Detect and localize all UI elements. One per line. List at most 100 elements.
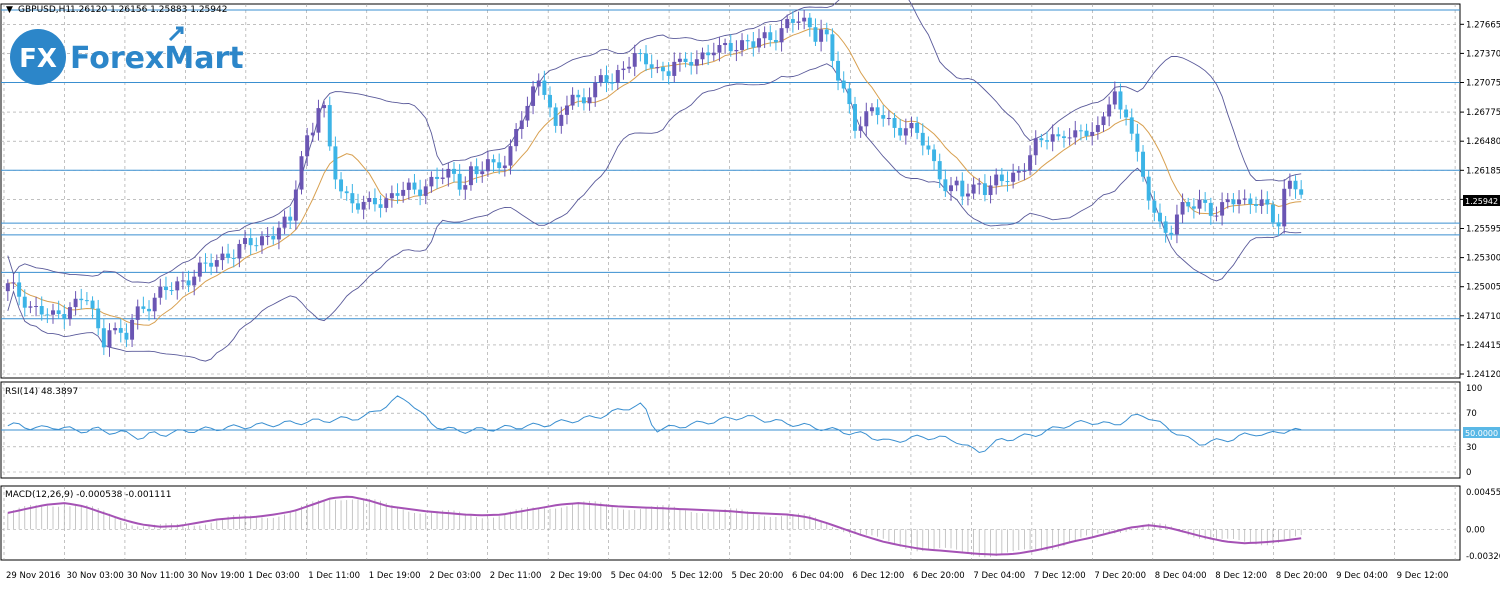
candle-body (339, 179, 344, 192)
candle-body (1287, 180, 1292, 189)
candle-body (1208, 202, 1213, 216)
candle-body (1152, 200, 1157, 213)
price-tick-label: 1.24710 (1466, 312, 1500, 322)
candle-body (186, 280, 191, 286)
candle-body (180, 280, 185, 282)
candle-body (971, 184, 976, 194)
candle-body (169, 290, 174, 292)
candle-body (1067, 137, 1072, 139)
candle-body (604, 75, 609, 83)
candle-body (163, 286, 168, 291)
candle-body (853, 104, 857, 131)
candle-body (1180, 202, 1185, 215)
candle-body (446, 168, 451, 178)
candle-body (666, 71, 671, 76)
candle-body (858, 126, 863, 131)
candle-body (480, 171, 485, 175)
candle-body (209, 262, 214, 267)
candle-body (1270, 204, 1275, 223)
candle-body (22, 296, 27, 308)
candle-body (610, 82, 615, 84)
candle-body (869, 107, 874, 112)
candle-body (988, 185, 993, 196)
candle-body (141, 306, 146, 309)
candle-body (864, 111, 869, 127)
candle-body (830, 34, 835, 61)
candle-body (576, 94, 581, 98)
bollinger-upper-line (7, 0, 1302, 284)
rsi-label: RSI(14) 48.3897 (5, 387, 78, 397)
candle-body (1050, 134, 1055, 142)
candle-body (1141, 151, 1146, 177)
candle-body (1163, 221, 1168, 233)
candle-body (926, 145, 931, 150)
candle-body (96, 308, 101, 329)
candle-body (401, 189, 406, 196)
candle-body (1124, 109, 1129, 118)
price-tick-label: 1.26185 (1466, 166, 1500, 176)
candle-body (316, 108, 321, 133)
candle-body (147, 308, 151, 312)
candle-body (28, 306, 33, 308)
candle-body (1112, 91, 1117, 105)
logo-mark-icon (10, 29, 66, 85)
time-tick-label: 1 Dec 19:00 (369, 571, 421, 581)
candle-body (1061, 136, 1066, 139)
candle-body (5, 283, 10, 292)
candle-body (130, 319, 135, 340)
candle-body (621, 68, 626, 71)
time-tick-label: 2 Dec 19:00 (550, 571, 602, 581)
candle-body (113, 328, 118, 331)
candle-body (1118, 91, 1123, 110)
candle-body (389, 193, 394, 199)
candle-body (802, 17, 807, 22)
candle-body (881, 115, 886, 119)
moving-average (7, 27, 1302, 326)
time-tick-label: 30 Nov 19:00 (187, 571, 244, 581)
candle-body (1084, 130, 1089, 136)
time-tick-label: 7 Dec 20:00 (1094, 571, 1146, 581)
price-tick-label: 1.24415 (1466, 341, 1500, 351)
panel-border-0 (0, 3, 1461, 379)
candle-body (395, 193, 400, 196)
candle-body (1186, 202, 1191, 207)
candle-body (468, 166, 473, 186)
candle-body (1220, 202, 1225, 216)
candle-body (587, 97, 592, 104)
candle-body (361, 201, 366, 210)
time-tick-label: 9 Dec 12:00 (1397, 571, 1449, 581)
candle-body (711, 52, 716, 56)
candle-body (299, 156, 304, 190)
time-tick-label: 6 Dec 04:00 (792, 571, 844, 581)
candle-body (932, 149, 937, 162)
time-tick-label: 30 Nov 03:00 (66, 571, 123, 581)
candle-body (1231, 199, 1236, 205)
time-tick-label: 8 Dec 04:00 (1155, 571, 1207, 581)
candle-body (768, 32, 773, 41)
candle-body (288, 216, 293, 221)
candle-body (237, 243, 242, 259)
candle-body (220, 253, 225, 261)
candle-body (118, 328, 123, 333)
candle-body (915, 123, 920, 133)
candle-body (1011, 172, 1016, 182)
candle-body (1276, 222, 1281, 227)
candle-body (84, 300, 89, 302)
candle-body (1203, 199, 1208, 203)
candle-body (531, 86, 536, 106)
candle-body (1073, 130, 1078, 138)
candle-body (898, 127, 903, 136)
current-price-marker (1463, 195, 1500, 206)
candle-body (790, 19, 795, 23)
time-tick-label: 9 Dec 04:00 (1336, 571, 1388, 581)
candle-body (649, 64, 654, 69)
candle-body (1078, 130, 1083, 132)
time-tick-label: 2 Dec 11:00 (490, 571, 542, 581)
candle-body (248, 238, 253, 246)
current-price-text: 1.25942 (1465, 197, 1498, 206)
dropdown-icon[interactable]: ▼ (6, 5, 13, 15)
candle-body (197, 262, 202, 277)
bollinger-lower-line (7, 63, 1302, 362)
